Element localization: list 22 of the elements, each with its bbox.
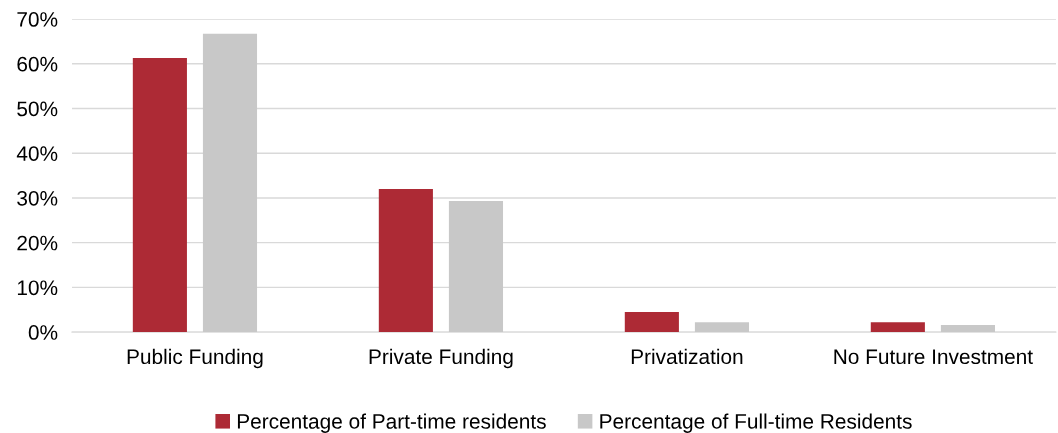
y-tick-label: 50%: [17, 101, 58, 117]
bar: [202, 33, 258, 333]
x-tick-label: Privatization: [631, 348, 743, 365]
y-tick-label: 40%: [16, 146, 58, 161]
legend-label: Percentage of Part-time residents: [237, 413, 546, 433]
bar: [378, 189, 433, 333]
bar: [940, 324, 995, 333]
bar: [694, 322, 750, 333]
y-tick-label: 20%: [17, 235, 58, 251]
bar: [624, 311, 679, 333]
legend-label: Percentage of Full-time Residents: [600, 413, 912, 433]
y-tick-label: 70%: [17, 12, 58, 27]
y-tick-label: 10%: [17, 280, 58, 296]
bar: [870, 322, 925, 333]
x-tick-label: No Future Investment: [834, 349, 1033, 365]
x-tick-label: Private Funding: [369, 348, 513, 369]
y-tick-label: 30%: [17, 190, 58, 206]
x-tick-label: Public Funding: [127, 348, 263, 369]
y-tick-label: 0%: [28, 325, 58, 340]
y-tick-label: 60%: [17, 56, 58, 72]
bar: [132, 57, 187, 333]
bar: [448, 201, 504, 333]
